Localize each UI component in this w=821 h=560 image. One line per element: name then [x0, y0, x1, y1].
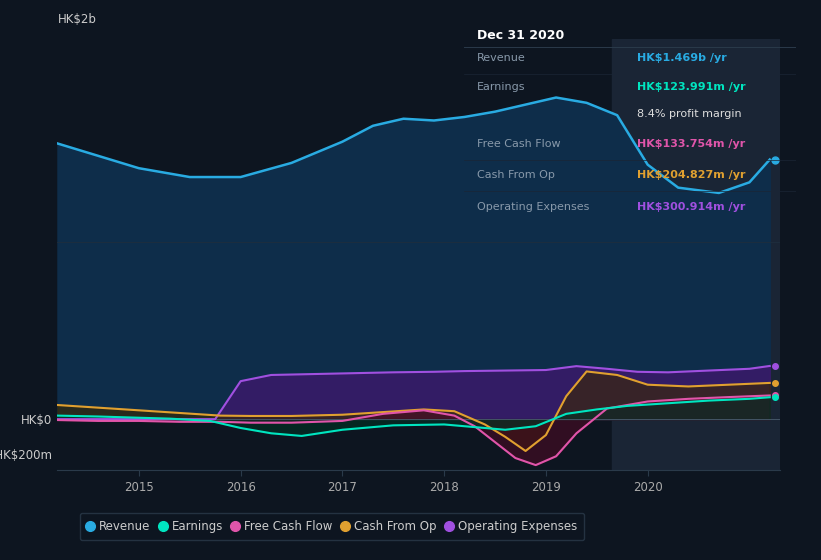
Text: HK$2b: HK$2b [57, 13, 96, 26]
Text: Dec 31 2020: Dec 31 2020 [477, 30, 564, 43]
Legend: Revenue, Earnings, Free Cash Flow, Cash From Op, Operating Expenses: Revenue, Earnings, Free Cash Flow, Cash … [80, 513, 584, 540]
Text: Revenue: Revenue [477, 53, 526, 63]
Text: HK$133.754m /yr: HK$133.754m /yr [637, 139, 745, 148]
Bar [612, 39, 780, 470]
Text: 8.4% profit margin: 8.4% profit margin [637, 109, 741, 119]
Text: Free Cash Flow: Free Cash Flow [477, 139, 561, 148]
Text: Earnings: Earnings [477, 82, 525, 92]
Text: HK$300.914m /yr: HK$300.914m /yr [637, 202, 745, 212]
Text: HK$1.469b /yr: HK$1.469b /yr [637, 53, 727, 63]
Text: HK$123.991m /yr: HK$123.991m /yr [637, 82, 745, 92]
Text: HK$204.827m /yr: HK$204.827m /yr [637, 170, 745, 180]
Text: Operating Expenses: Operating Expenses [477, 202, 589, 212]
Text: Cash From Op: Cash From Op [477, 170, 555, 180]
